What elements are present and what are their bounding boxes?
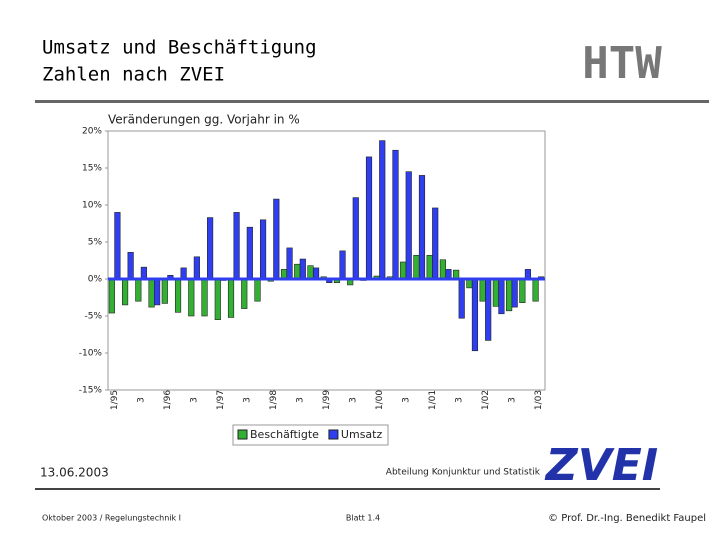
x-tick-label: 3 [296, 397, 306, 403]
department: Abteilung Konjunktur und Statistik [386, 468, 541, 478]
bar [122, 278, 129, 306]
y-tick-label: -10% [79, 349, 103, 359]
bar [392, 149, 399, 280]
bar [479, 278, 486, 302]
x-tick-label: 3 [401, 397, 411, 403]
bar [506, 278, 513, 312]
title: Zahlen nach ZVEI [42, 64, 225, 86]
chart-subtitle: Veränderungen gg. Vorjahr in % [108, 113, 300, 127]
x-tick-label: 3 [348, 397, 358, 403]
y-tick-label: -5% [84, 312, 102, 322]
y-tick-label: 0% [88, 275, 103, 285]
bar [135, 278, 142, 302]
bar [140, 266, 147, 280]
bar [174, 278, 182, 313]
bar [180, 267, 187, 280]
x-tick-label: 1/03 [534, 390, 544, 410]
bar [148, 278, 155, 308]
bar [286, 247, 293, 280]
bar [114, 212, 121, 280]
x-tick-label: 1/98 [269, 390, 279, 410]
bar [532, 278, 539, 302]
bar [214, 278, 221, 321]
bar [519, 278, 526, 303]
bar [307, 265, 314, 280]
bar [227, 278, 235, 318]
bar [241, 278, 248, 309]
x-tick-label: 1/00 [375, 390, 385, 410]
bar [188, 278, 195, 317]
bar [365, 156, 373, 280]
bar [400, 261, 407, 280]
x-tick-label: 1/01 [428, 390, 438, 410]
bar [418, 175, 426, 280]
title: Umsatz und Beschäftigung [42, 37, 317, 59]
bar [259, 219, 267, 280]
bar [511, 278, 518, 308]
bar [432, 207, 439, 280]
y-tick-label: 20% [82, 127, 102, 137]
legend-label: Beschäftigte [250, 428, 319, 441]
bar [161, 278, 168, 304]
bar [458, 278, 465, 319]
bar [498, 278, 505, 315]
bar [233, 212, 240, 280]
logo-htw: HTW [582, 38, 662, 89]
y-tick-label: 5% [88, 238, 103, 248]
bar [201, 278, 208, 317]
bar [299, 258, 306, 280]
bar [108, 278, 115, 314]
bar [154, 278, 161, 306]
bar [294, 263, 301, 280]
bar [127, 252, 134, 280]
bar [312, 267, 320, 280]
x-tick-label: 3 [454, 397, 464, 403]
bar [193, 256, 200, 280]
legend-box [232, 424, 389, 446]
y-tick-label: 10% [82, 201, 102, 211]
y-tick-label: 15% [82, 164, 102, 174]
x-tick-label: 3 [190, 397, 200, 403]
bar [426, 255, 433, 280]
x-tick-label: 1/02 [481, 390, 491, 410]
bar [207, 217, 214, 280]
legend-label: Umsatz [341, 428, 383, 441]
bar [339, 250, 346, 280]
bar [379, 140, 386, 280]
x-tick-label: 3 [243, 397, 253, 403]
x-tick-label: 3 [507, 397, 517, 403]
bar [485, 278, 492, 341]
x-tick-label: 1/99 [322, 390, 332, 410]
footer-right: © Prof. Dr.-Ing. Benedikt Faupel [548, 513, 706, 524]
bar [471, 278, 479, 352]
bar [254, 278, 261, 302]
logo-zvei: ZVEI [544, 440, 658, 491]
x-tick-label: 1/95 [110, 390, 120, 410]
plot-frame [107, 130, 546, 391]
bar [405, 171, 412, 280]
bar [273, 198, 280, 280]
date: 13.06.2003 [40, 466, 109, 480]
x-tick-label: 3 [137, 397, 147, 403]
bar [492, 278, 499, 307]
bar [439, 259, 446, 280]
x-tick-label: 1/96 [163, 390, 173, 410]
bar [246, 226, 253, 280]
y-tick-label: -15% [79, 386, 103, 396]
legend-swatch [237, 429, 248, 440]
bar [352, 197, 359, 280]
legend-swatch [328, 429, 339, 440]
footer-left: Oktober 2003 / Regelungstechnik I [42, 514, 181, 523]
x-tick-label: 1/97 [216, 390, 226, 410]
footer-center: Blatt 1.4 [346, 514, 380, 523]
bar [413, 255, 420, 280]
rule [35, 100, 709, 103]
